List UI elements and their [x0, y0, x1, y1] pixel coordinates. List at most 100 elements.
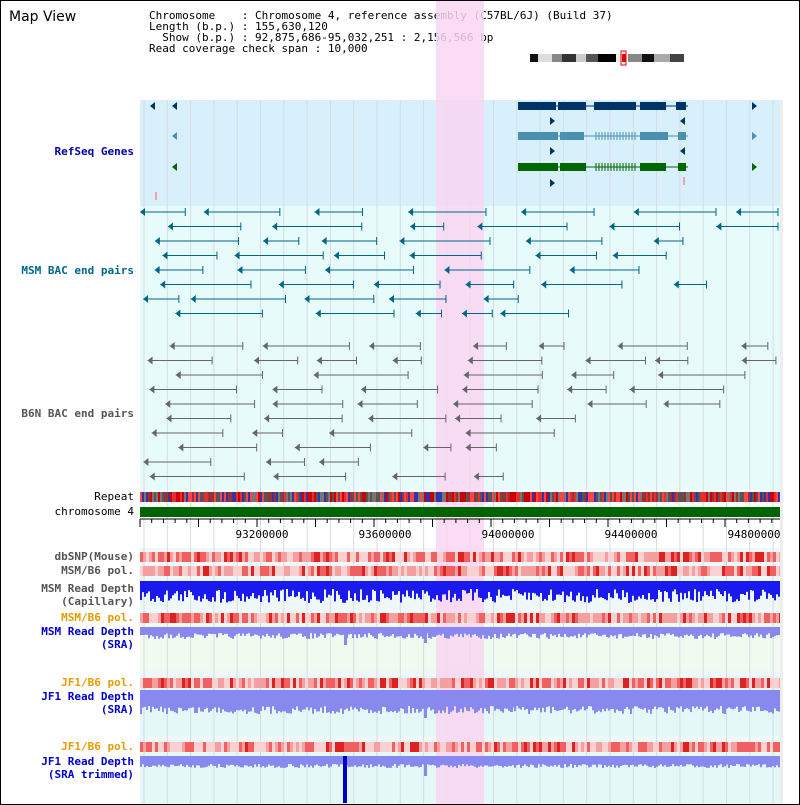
depth-bar: [342, 581, 344, 603]
depth-bar: [170, 756, 172, 765]
depth-bar: [192, 581, 194, 596]
depth-bar: [650, 756, 652, 768]
jf1-pol-track-1: [140, 678, 782, 688]
depth-bar: [170, 690, 172, 711]
track-label-msm-depth-cap-1: MSM Read Depth: [41, 582, 134, 595]
depth-bar: [326, 690, 328, 713]
heat-cell: [647, 566, 650, 576]
depth-bar: [162, 756, 164, 765]
heat-cell: [476, 566, 479, 576]
heat-cell: [611, 678, 614, 688]
repeat-segment: [776, 492, 778, 502]
depth-bar: [192, 756, 194, 766]
depth-bar: [392, 756, 394, 766]
heat-cell: [170, 552, 173, 562]
depth-bar: [334, 627, 336, 636]
bac-end-marker: [483, 295, 489, 303]
depth-bar: [228, 581, 230, 602]
depth-bar: [312, 690, 314, 714]
depth-bar: [336, 690, 338, 712]
depth-bar: [440, 690, 442, 714]
repeat-segment: [704, 492, 706, 502]
heat-cell: [521, 566, 524, 576]
depth-bar: [744, 690, 746, 707]
heat-cell: [149, 742, 152, 752]
repeat-segment: [448, 492, 450, 502]
bac-end-marker: [147, 356, 153, 365]
heat-cell: [671, 678, 674, 688]
depth-bar: [442, 756, 444, 765]
heat-cell: [713, 613, 716, 623]
depth-bar: [324, 581, 326, 590]
depth-bar: [298, 581, 300, 592]
depth-bar: [350, 627, 352, 634]
depth-bar: [414, 627, 416, 634]
depth-bar: [570, 581, 572, 592]
heat-cell: [632, 678, 635, 688]
depth-bar: [492, 690, 494, 707]
depth-bar: [500, 756, 502, 767]
heat-cell: [440, 742, 443, 752]
depth-bar: [622, 627, 624, 639]
heat-cell: [698, 742, 701, 752]
depth-bar: [304, 690, 306, 710]
heat-cell: [206, 742, 209, 752]
heat-cell: [248, 742, 251, 752]
heat-cell: [515, 678, 518, 688]
heat-cell: [383, 566, 386, 576]
heat-cell: [449, 742, 452, 752]
heat-cell: [503, 613, 506, 623]
depth-bar: [258, 690, 260, 714]
heat-cell: [731, 678, 734, 688]
depth-bar: [270, 627, 272, 638]
depth-bar: [732, 627, 734, 637]
repeat-segment: [592, 492, 594, 502]
depth-bar: [572, 756, 574, 768]
heat-cell: [590, 613, 593, 623]
heat-cell: [284, 742, 287, 752]
repeat-segment: [536, 492, 538, 502]
heat-cell: [509, 678, 512, 688]
depth-bar: [712, 756, 714, 768]
heat-cell: [674, 613, 677, 623]
heat-cell: [251, 678, 254, 688]
bac-end-marker: [465, 429, 471, 437]
heat-cell: [200, 678, 203, 688]
depth-bar: [594, 581, 596, 598]
depth-bar: [190, 627, 192, 638]
depth-bar: [706, 690, 708, 707]
depth-bar: [232, 690, 234, 714]
depth-bar: [568, 690, 570, 710]
heat-cell: [326, 613, 329, 623]
heat-cell: [194, 742, 197, 752]
repeat-segment: [164, 492, 166, 502]
depth-bar: [606, 756, 608, 768]
repeat-segment: [646, 492, 648, 502]
depth-bar: [186, 627, 188, 637]
depth-bar: [268, 690, 270, 708]
depth-bar: [146, 756, 148, 766]
repeat-segment: [582, 492, 584, 502]
depth-bar: [292, 627, 294, 634]
heat-cell: [599, 678, 602, 688]
heat-cell: [596, 613, 599, 623]
heat-cell: [194, 613, 197, 623]
repeat-segment: [446, 492, 448, 502]
repeat-segment: [444, 492, 446, 502]
depth-bar: [574, 627, 576, 636]
heat-cell: [746, 742, 749, 752]
heat-cell: [629, 566, 632, 576]
depth-bar: [594, 756, 596, 765]
depth-bar: [328, 627, 330, 634]
heat-cell: [164, 613, 167, 623]
heat-cell: [347, 742, 350, 752]
bac-end-marker: [304, 295, 310, 303]
depth-bar: [610, 581, 612, 598]
heat-cell: [599, 742, 602, 752]
depth-bar: [372, 627, 374, 637]
depth-bar: [312, 756, 314, 768]
depth-bar: [352, 690, 354, 710]
depth-bar: [208, 756, 210, 766]
heat-cell: [443, 613, 446, 623]
